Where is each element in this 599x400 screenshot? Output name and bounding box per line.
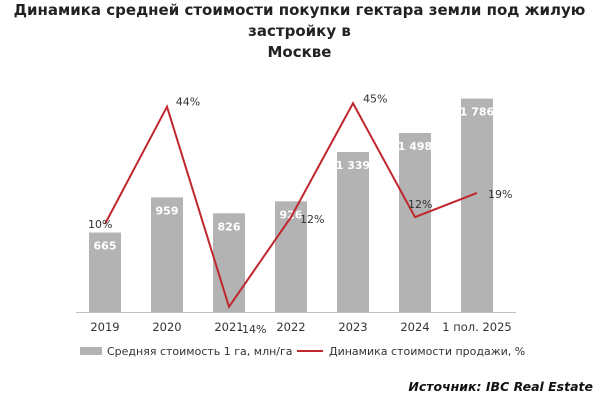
legend-bar-label: Средняя стоимость 1 га, млн/га (107, 345, 293, 358)
bar-label-2020: 959 (156, 204, 179, 217)
growth-line (104, 101, 478, 310)
bar-1 пол. 2025 (461, 98, 493, 312)
growth-label-2020: 44% (176, 96, 200, 109)
x-tick-2024: 2024 (400, 320, 429, 334)
bar-label-2019: 665 (94, 240, 117, 253)
bar-series (89, 98, 493, 312)
x-tick-2022: 2022 (276, 320, 305, 334)
bar-label-2024: 1 498 (398, 140, 432, 153)
legend-line-label: Динамика стоимости продажи, % (329, 345, 525, 358)
growth-label-1 пол. 2025: 19% (488, 188, 512, 201)
x-tick-2019: 2019 (90, 320, 119, 334)
bar-label-2023: 1 339 (336, 159, 370, 172)
bar-2020 (151, 197, 183, 312)
chart-title-line-2: Москве (267, 43, 332, 61)
chart-title: Динамика средней стоимости покупки гекта… (0, 0, 599, 63)
x-tick-2020: 2020 (152, 320, 181, 334)
bar-2024 (399, 132, 431, 312)
growth-label-2023: 45% (363, 92, 387, 105)
growth-label-2024: 12% (408, 198, 432, 211)
bar-2021 (213, 213, 245, 312)
x-tick-1 пол. 2025: 1 пол. 2025 (442, 320, 511, 334)
x-tick-2023: 2023 (338, 320, 367, 334)
growth-label-2022: 12% (300, 213, 324, 226)
x-tick-labels: 2019 2020 2021 2022 2023 2024 1 пол. 2025 (90, 320, 511, 334)
chart-title-line-1: Динамика средней стоимости покупки гекта… (13, 1, 586, 40)
bar-label-1 пол. 2025: 1 786 (460, 106, 495, 119)
bar-2022 (275, 201, 307, 312)
bar-2023 (337, 151, 369, 312)
growth-label-2019: 10% (88, 218, 112, 231)
bar-label-2021: 826 (218, 220, 241, 233)
legend: Средняя стоимость 1 га, млн/га Динамика … (80, 345, 525, 358)
growth-label-2021: -14% (238, 323, 266, 336)
source-note: Источник: IBC Real Estate (408, 379, 593, 394)
x-tick-2021: 2021 (214, 320, 243, 334)
bar-2019 (89, 232, 121, 312)
growth-value-labels: 10% 44% -14% 12% 45% 12% 19% (88, 92, 512, 336)
legend-bar-swatch (80, 347, 102, 355)
